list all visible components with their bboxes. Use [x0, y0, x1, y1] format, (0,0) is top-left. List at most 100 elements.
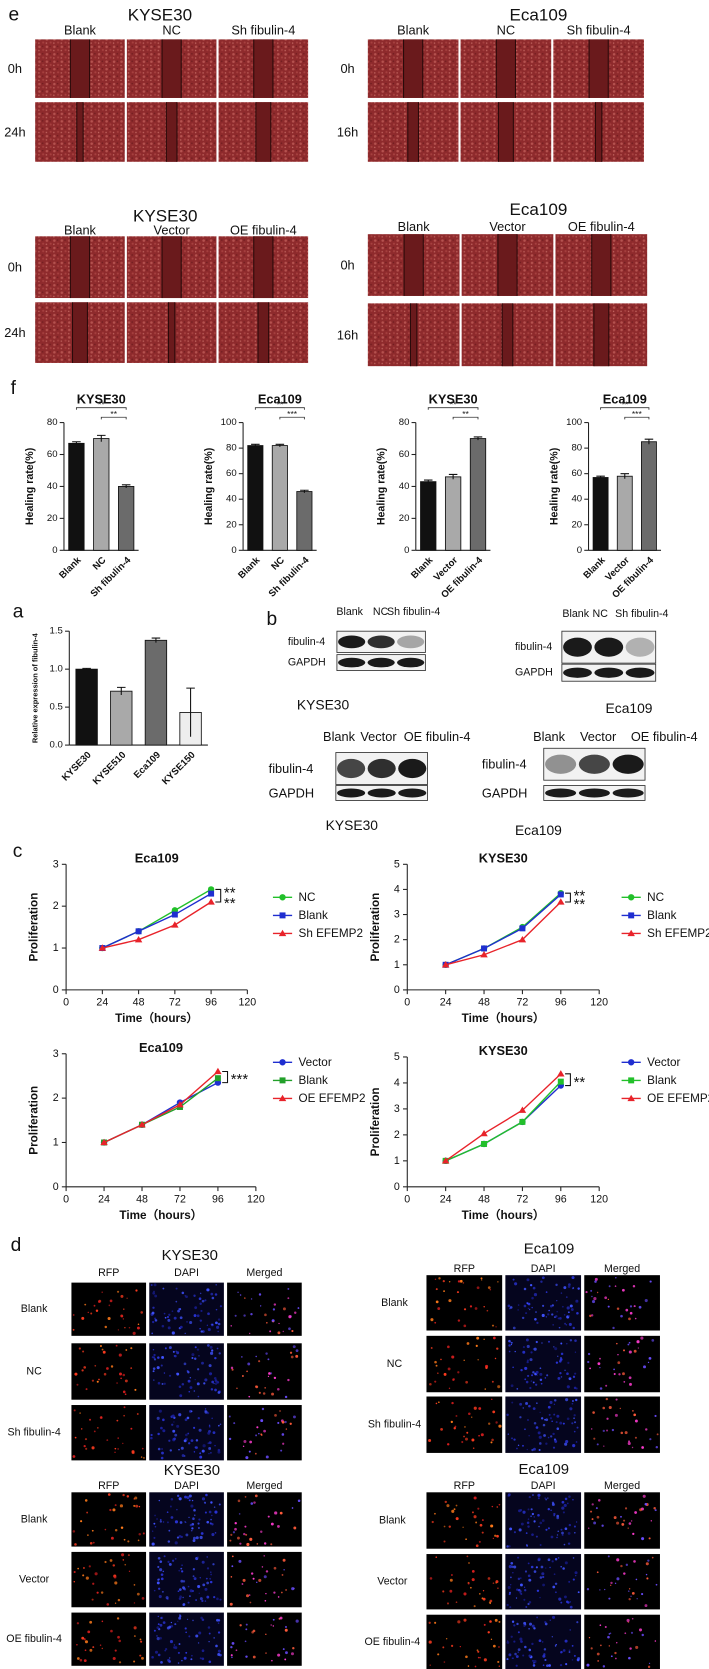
cell-dot: [547, 1507, 550, 1511]
cell-dot: [79, 1658, 83, 1662]
significance-bracket: [565, 892, 571, 903]
cell-dot: [186, 1496, 190, 1500]
legend-label: Blank: [647, 909, 676, 922]
cell-dot: [152, 1356, 156, 1359]
cell-dot: [571, 1659, 574, 1661]
cell-dot: [532, 1494, 534, 1496]
wound-gap: [595, 102, 602, 162]
cell-dot: [183, 1362, 187, 1366]
panel-label: b: [267, 609, 278, 630]
cell-dot: [533, 1447, 536, 1451]
x-tick-label: NC: [91, 555, 109, 573]
cell-dot: [627, 1343, 630, 1346]
cell-dot: [211, 1532, 215, 1537]
cell-dot: [141, 1656, 144, 1660]
cell-dot: [557, 1376, 561, 1380]
cell-dot: [471, 1578, 475, 1582]
cell-dot: [629, 1647, 632, 1650]
cell-dot: [208, 1510, 212, 1514]
cell-dot: [523, 1621, 527, 1625]
blot-band: [578, 754, 610, 774]
fluorescence-image: [149, 1343, 224, 1400]
cell-dot: [206, 1324, 209, 1327]
y-tick-label: 80: [226, 443, 237, 454]
cell-dot: [471, 1511, 474, 1514]
y-tick-label: 2: [394, 1129, 400, 1141]
cell-dot: [264, 1599, 267, 1602]
series-line: [102, 893, 212, 949]
cell-dot: [166, 1315, 170, 1319]
cell-dot: [163, 1382, 166, 1385]
cell-dot: [569, 1407, 573, 1411]
row-label: Blank: [379, 1515, 406, 1527]
cell-dot: [532, 1371, 535, 1374]
row-label: 24h: [4, 325, 25, 340]
cell-dot: [450, 1644, 454, 1647]
cell-dot: [520, 1577, 522, 1579]
cell-dot: [616, 1641, 618, 1644]
cell-dot: [241, 1375, 244, 1378]
cell-dot: [133, 1626, 137, 1630]
cell-dot: [508, 1344, 511, 1347]
cell-dot: [154, 1514, 156, 1517]
cell-dot: [532, 1381, 535, 1384]
cell-dot: [569, 1339, 573, 1342]
cell-dot: [191, 1654, 193, 1657]
cell-dot: [283, 1568, 285, 1571]
cell-dot: [552, 1585, 556, 1589]
cell-dot: [641, 1633, 644, 1637]
cell-dot: [288, 1315, 292, 1319]
cell-dot: [157, 1653, 161, 1657]
cell-dot: [295, 1354, 299, 1358]
cell-dot: [538, 1435, 542, 1439]
row-label: Sh fibulin-4: [7, 1427, 60, 1439]
cell-dot: [193, 1426, 196, 1429]
cell-dot: [555, 1643, 557, 1646]
cell-dot: [518, 1528, 522, 1532]
cell-dot: [265, 1633, 267, 1636]
cell-dot: [536, 1616, 539, 1619]
cell-dot: [199, 1302, 202, 1305]
cell-dot: [510, 1384, 514, 1388]
cell-dot: [487, 1286, 491, 1289]
cell-dot: [478, 1434, 480, 1437]
cell-dot: [90, 1312, 93, 1315]
cell-dot: [118, 1661, 122, 1664]
column-label: Blank: [397, 22, 430, 37]
series-line: [102, 888, 212, 949]
cell-dot: [519, 1402, 523, 1406]
cell-dot: [519, 1637, 523, 1641]
cell-dot: [539, 1367, 542, 1370]
y-tick-label: 0.5: [50, 702, 63, 713]
cell-dot: [537, 1497, 540, 1500]
cell-dot: [562, 1511, 565, 1514]
cell-dot: [541, 1641, 544, 1643]
cell-dot: [557, 1557, 560, 1559]
cell-dot: [193, 1508, 196, 1512]
cell-dot: [244, 1525, 247, 1528]
fluorescence-image: [426, 1492, 503, 1549]
cell-dot: [533, 1347, 537, 1351]
y-tick-label: 1: [53, 942, 59, 954]
x-tick-label: KYSE30: [60, 750, 94, 784]
cell-dot: [166, 1521, 169, 1524]
cell-dot: [569, 1629, 572, 1631]
error-bar: [300, 489, 309, 493]
panel-title: KYSE30: [162, 1248, 218, 1264]
cell-dot: [467, 1665, 470, 1667]
cell-dot: [116, 1382, 118, 1384]
cell-dot: [124, 1379, 128, 1383]
error-bar: [82, 667, 91, 670]
cell-dot: [197, 1584, 201, 1589]
cell-dot: [206, 1520, 210, 1524]
significance-bracket: [222, 1070, 229, 1084]
cell-dot: [610, 1581, 613, 1585]
cell-dot: [613, 1373, 616, 1376]
legend-label: OE EFEMP2: [299, 1092, 366, 1105]
cell-dot: [525, 1380, 529, 1384]
cell-dot: [127, 1554, 130, 1557]
y-axis-label: Relative expression of fibulin-4: [31, 632, 40, 743]
cell-dot: [517, 1588, 521, 1592]
cell-dot: [627, 1590, 630, 1592]
row-label: Vector: [377, 1576, 408, 1588]
